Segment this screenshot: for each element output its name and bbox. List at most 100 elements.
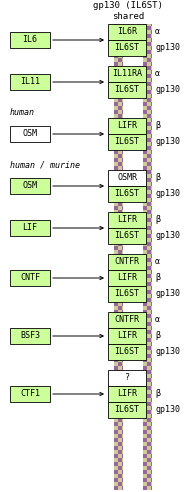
Bar xyxy=(143,162,147,166)
Bar xyxy=(143,322,147,326)
Bar xyxy=(151,154,152,158)
Bar xyxy=(147,230,151,234)
Text: IL6ST: IL6ST xyxy=(114,347,140,357)
Bar xyxy=(118,238,122,242)
Text: CNTFR: CNTFR xyxy=(114,257,140,267)
Bar xyxy=(147,278,151,282)
Text: CNTF: CNTF xyxy=(20,274,40,282)
Bar xyxy=(114,194,118,198)
Bar xyxy=(143,194,147,198)
Bar xyxy=(151,282,152,286)
Bar xyxy=(147,198,151,202)
Text: IL11RA: IL11RA xyxy=(112,69,142,79)
Bar xyxy=(147,470,151,474)
Bar xyxy=(118,190,122,194)
Text: gp130: gp130 xyxy=(155,289,180,299)
Bar xyxy=(151,482,152,486)
Bar xyxy=(151,66,152,70)
Bar xyxy=(147,46,151,50)
Bar xyxy=(143,98,147,102)
Bar xyxy=(143,330,147,334)
Bar xyxy=(114,50,118,54)
Bar xyxy=(143,290,147,294)
Bar xyxy=(143,90,147,94)
Bar xyxy=(122,362,123,366)
Bar xyxy=(122,50,123,54)
Bar xyxy=(143,306,147,310)
Bar xyxy=(143,274,147,278)
Bar xyxy=(143,58,147,62)
Bar xyxy=(122,482,123,486)
Text: IL6ST: IL6ST xyxy=(114,43,140,53)
Bar xyxy=(147,158,151,162)
Text: gp130: gp130 xyxy=(155,43,180,53)
Text: β: β xyxy=(155,390,160,399)
Bar xyxy=(122,466,123,470)
Bar xyxy=(114,394,118,398)
Bar xyxy=(122,402,123,406)
Bar xyxy=(143,266,147,270)
Text: IL6R: IL6R xyxy=(117,28,137,36)
Bar xyxy=(151,122,152,126)
Bar xyxy=(143,386,147,390)
Bar xyxy=(151,98,152,102)
Text: IL6: IL6 xyxy=(23,35,37,44)
Bar xyxy=(122,338,123,342)
Bar xyxy=(151,314,152,318)
Text: α: α xyxy=(155,257,160,267)
Bar xyxy=(118,118,122,122)
Bar xyxy=(114,378,118,382)
Bar xyxy=(147,382,151,386)
Bar xyxy=(122,178,123,182)
Text: IL6ST: IL6ST xyxy=(114,189,140,198)
Text: IL6ST: IL6ST xyxy=(114,137,140,147)
Bar xyxy=(147,70,151,74)
Bar xyxy=(151,234,152,238)
Bar xyxy=(147,246,151,250)
Bar xyxy=(108,228,146,244)
Bar xyxy=(147,238,151,242)
Bar xyxy=(118,206,122,210)
Bar xyxy=(114,474,118,478)
Bar xyxy=(122,122,123,126)
Bar xyxy=(151,474,152,478)
Bar xyxy=(118,174,122,178)
Bar xyxy=(118,78,122,82)
Bar xyxy=(143,426,147,430)
Bar xyxy=(122,418,123,422)
Bar xyxy=(122,226,123,230)
Bar xyxy=(151,178,152,182)
Bar xyxy=(147,390,151,394)
Bar xyxy=(122,346,123,350)
Bar xyxy=(147,422,151,426)
Bar xyxy=(151,90,152,94)
Bar xyxy=(151,426,152,430)
Bar xyxy=(122,66,123,70)
Bar xyxy=(147,286,151,290)
Bar xyxy=(147,326,151,330)
Bar xyxy=(143,466,147,470)
Bar xyxy=(122,450,123,454)
Bar xyxy=(122,194,123,198)
Bar xyxy=(151,242,152,246)
Text: BSF3: BSF3 xyxy=(20,332,40,340)
Bar xyxy=(122,314,123,318)
Bar xyxy=(114,210,118,214)
Bar xyxy=(118,470,122,474)
Bar xyxy=(122,202,123,206)
Bar xyxy=(122,162,123,166)
Bar xyxy=(122,370,123,374)
Bar xyxy=(108,370,146,386)
Bar xyxy=(151,290,152,294)
Bar xyxy=(118,302,122,306)
Bar xyxy=(122,74,123,78)
Bar xyxy=(10,328,50,344)
Bar xyxy=(108,24,146,40)
Bar xyxy=(151,386,152,390)
Bar xyxy=(114,298,118,302)
Text: LIFR: LIFR xyxy=(117,332,137,340)
Bar xyxy=(151,346,152,350)
Bar xyxy=(147,270,151,274)
Bar xyxy=(151,210,152,214)
Bar xyxy=(143,338,147,342)
